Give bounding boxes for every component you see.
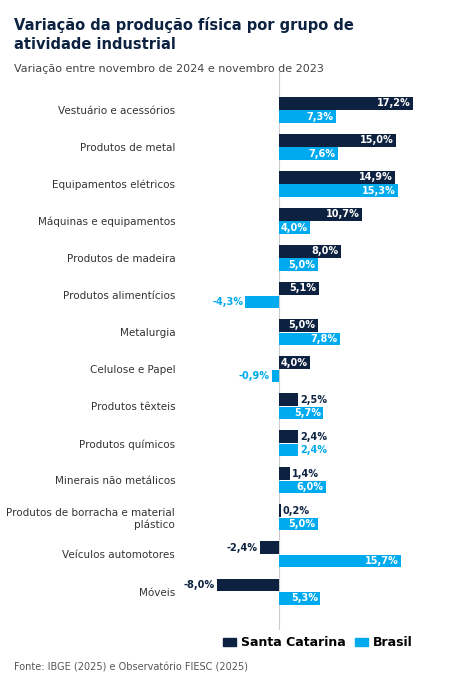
Text: 15,7%: 15,7% bbox=[364, 556, 398, 566]
Bar bbox=[278, 221, 309, 234]
Bar bbox=[278, 97, 412, 110]
Bar bbox=[278, 208, 362, 221]
Bar bbox=[278, 505, 280, 517]
Bar bbox=[260, 541, 278, 554]
Text: Variação entre novembro de 2024 e novembro de 2023: Variação entre novembro de 2024 e novemb… bbox=[14, 64, 323, 74]
Bar bbox=[278, 319, 317, 332]
Text: 5,0%: 5,0% bbox=[288, 259, 315, 270]
Bar bbox=[278, 282, 318, 295]
Text: 2,4%: 2,4% bbox=[299, 432, 326, 442]
Text: 6,0%: 6,0% bbox=[296, 482, 323, 492]
Bar bbox=[278, 259, 317, 271]
Bar bbox=[245, 296, 278, 308]
Text: 7,8%: 7,8% bbox=[309, 334, 337, 344]
Text: 14,9%: 14,9% bbox=[358, 172, 392, 183]
Bar bbox=[278, 467, 289, 480]
Text: 2,5%: 2,5% bbox=[300, 394, 327, 405]
Text: 1,4%: 1,4% bbox=[292, 469, 319, 479]
Text: -2,4%: -2,4% bbox=[226, 543, 257, 553]
Text: 5,1%: 5,1% bbox=[288, 283, 316, 294]
Bar bbox=[278, 245, 340, 257]
Text: 0,2%: 0,2% bbox=[282, 506, 309, 516]
Text: 8,0%: 8,0% bbox=[311, 247, 338, 256]
Bar bbox=[278, 518, 317, 530]
Text: 4,0%: 4,0% bbox=[280, 358, 307, 368]
Text: -0,9%: -0,9% bbox=[238, 371, 269, 381]
Text: 10,7%: 10,7% bbox=[325, 209, 359, 219]
Bar bbox=[278, 407, 323, 419]
Text: 15,3%: 15,3% bbox=[361, 186, 395, 195]
Text: -4,3%: -4,3% bbox=[212, 297, 243, 307]
Bar bbox=[278, 110, 335, 123]
Legend: Santa Catarina, Brasil: Santa Catarina, Brasil bbox=[218, 631, 417, 654]
Text: 5,0%: 5,0% bbox=[288, 321, 315, 330]
Bar bbox=[278, 332, 339, 345]
Bar bbox=[278, 481, 325, 494]
Bar bbox=[278, 356, 309, 369]
Text: 5,0%: 5,0% bbox=[288, 519, 315, 529]
Text: Fonte: IBGE (2025) e Observatório FIESC (2025): Fonte: IBGE (2025) e Observatório FIESC … bbox=[14, 663, 247, 673]
Bar bbox=[278, 592, 319, 605]
Bar bbox=[278, 394, 298, 406]
Bar bbox=[278, 185, 397, 197]
Text: 5,7%: 5,7% bbox=[294, 408, 320, 418]
Bar bbox=[216, 579, 278, 591]
Text: Variação da produção física por grupo de
atividade industrial: Variação da produção física por grupo de… bbox=[14, 17, 353, 52]
Bar bbox=[278, 430, 297, 443]
Bar bbox=[278, 444, 297, 456]
Bar bbox=[271, 370, 278, 382]
Text: 2,4%: 2,4% bbox=[299, 445, 326, 455]
Bar bbox=[278, 555, 400, 567]
Text: 15,0%: 15,0% bbox=[359, 136, 393, 145]
Text: 7,3%: 7,3% bbox=[306, 112, 333, 122]
Text: 5,3%: 5,3% bbox=[290, 593, 317, 603]
Bar bbox=[278, 171, 394, 184]
Bar bbox=[278, 147, 338, 160]
Text: 7,6%: 7,6% bbox=[308, 148, 335, 159]
Text: -8,0%: -8,0% bbox=[183, 580, 214, 590]
Bar bbox=[278, 134, 395, 146]
Text: 4,0%: 4,0% bbox=[280, 223, 307, 233]
Text: 17,2%: 17,2% bbox=[376, 98, 409, 108]
